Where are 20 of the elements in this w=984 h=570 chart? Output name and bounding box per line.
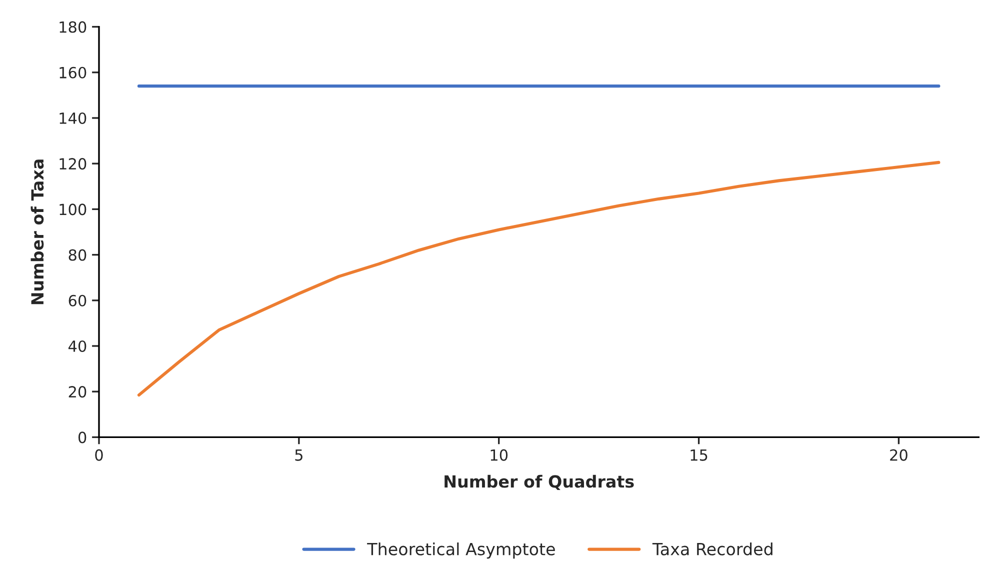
x-tick-label: 20 bbox=[890, 449, 908, 461]
y-tick-label: 80 bbox=[68, 249, 86, 261]
y-tick-label: 100 bbox=[60, 204, 86, 216]
x-axis-title: Number of Quadrats bbox=[444, 474, 634, 490]
legend-label: Taxa Recorded bbox=[652, 542, 772, 556]
x-tick-label: 0 bbox=[95, 449, 103, 461]
y-tick-label: 60 bbox=[68, 294, 86, 306]
legend-label: Theoretical Asymptote bbox=[367, 542, 555, 559]
line-series bbox=[137, 160, 940, 397]
y-tick-label: 120 bbox=[60, 158, 86, 170]
y-tick-label: 160 bbox=[60, 66, 86, 78]
y-tick-label: 140 bbox=[60, 112, 86, 124]
x-tick-label: 5 bbox=[295, 449, 302, 461]
x-tick-label: 15 bbox=[690, 449, 708, 461]
y-tick-label: 40 bbox=[68, 340, 86, 352]
y-axis-title: Number of Taxa bbox=[30, 160, 44, 304]
y-tick-label: 20 bbox=[68, 386, 86, 398]
y-tick-label: 180 bbox=[60, 21, 86, 33]
x-tick-label: 10 bbox=[490, 449, 508, 461]
y-tick-label: 0 bbox=[78, 432, 86, 444]
